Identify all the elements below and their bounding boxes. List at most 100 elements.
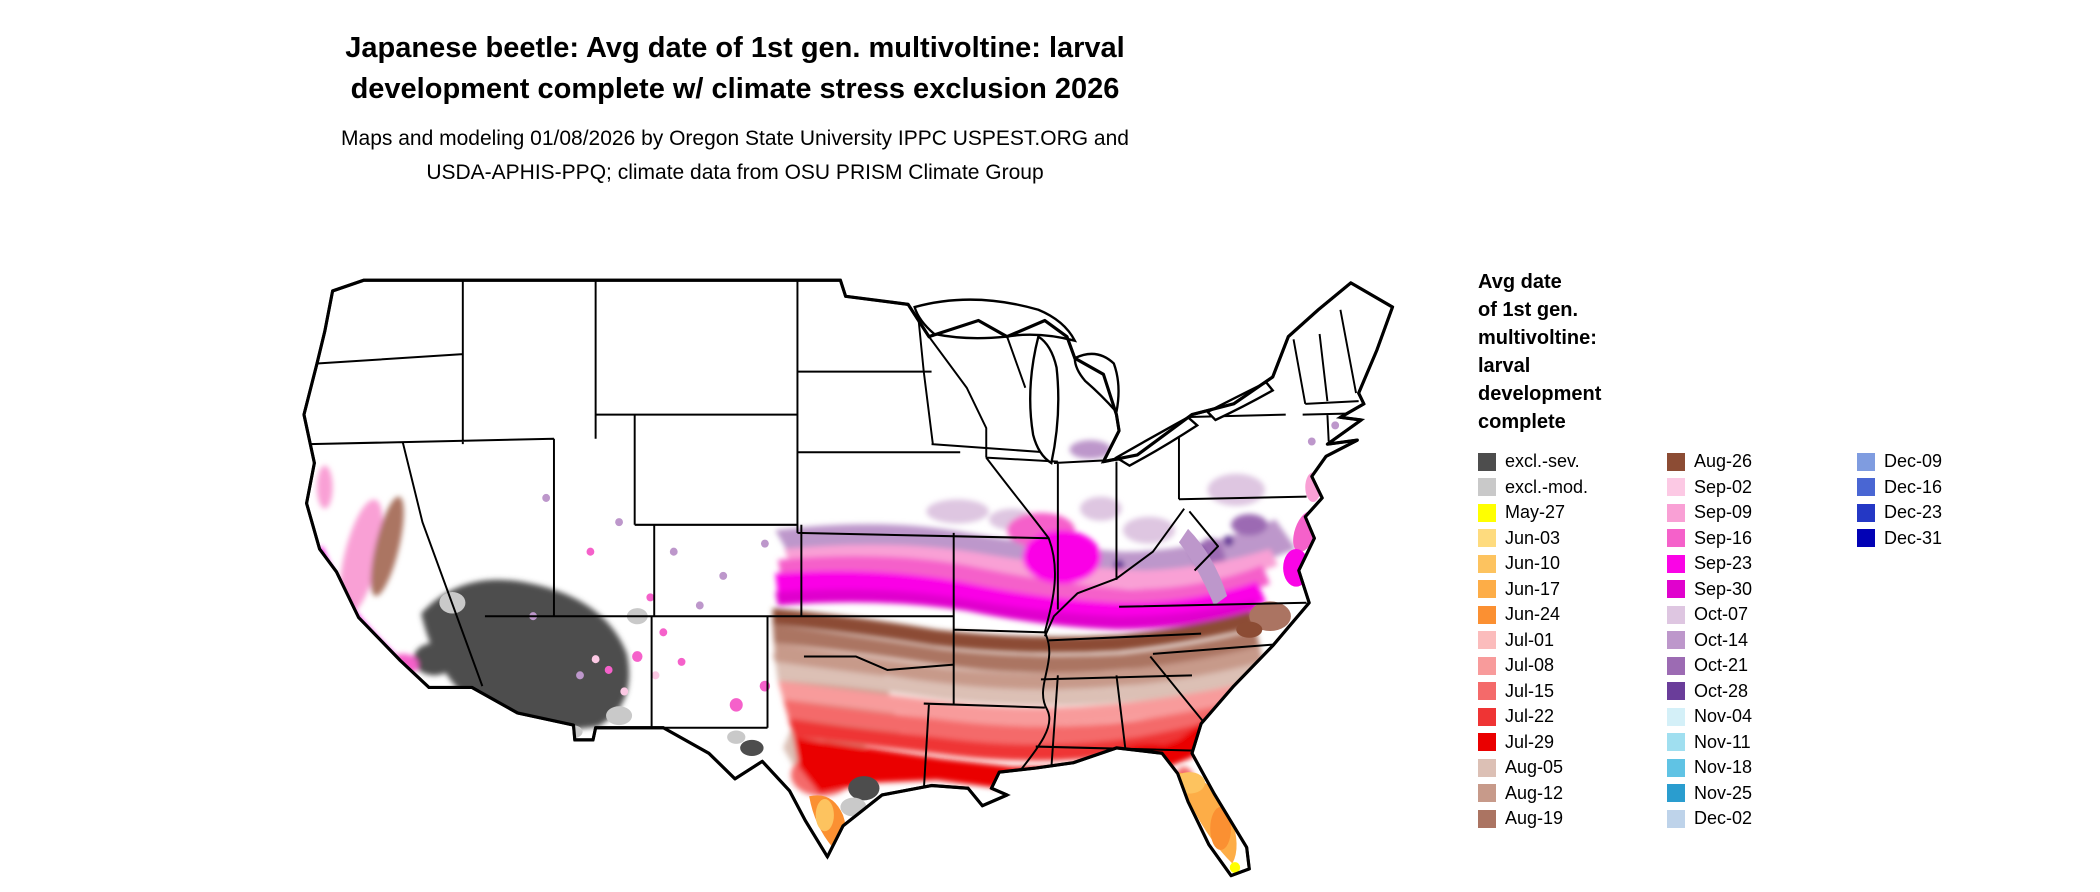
- legend-swatch: [1857, 503, 1875, 522]
- legend-entry: Jun-24: [1478, 602, 1667, 628]
- legend-entry: Jul-29: [1478, 730, 1667, 756]
- legend-entry: Aug-26: [1667, 449, 1857, 475]
- legend-swatch: [1667, 529, 1685, 548]
- legend-title-line: complete: [1478, 411, 1566, 433]
- legend-label: excl.-sev.: [1505, 451, 1580, 472]
- legend-swatch: [1667, 605, 1685, 624]
- legend-entry: Nov-25: [1667, 781, 1857, 807]
- legend-label: Nov-18: [1694, 757, 1753, 778]
- legend-label: Nov-25: [1694, 782, 1753, 803]
- map-legend: Avg date of 1st gen. multivoltine: larval de…: [1478, 268, 2088, 832]
- region-jul15-band: [783, 694, 1276, 746]
- legend-label: Jun-17: [1505, 578, 1561, 599]
- legend-label: Dec-09: [1884, 451, 1943, 472]
- legend-swatch: [1667, 682, 1685, 701]
- speckle-sep02: [651, 671, 660, 680]
- legend-entry: excl.-sev.: [1478, 449, 1667, 475]
- legend-entry: Aug-12: [1478, 781, 1667, 807]
- us-map: [302, 278, 1395, 878]
- legend-entry: Nov-04: [1667, 704, 1857, 730]
- region-oct21-patch: [1231, 514, 1268, 536]
- speckle-oct14: [719, 571, 728, 580]
- speckle-sep02: [620, 687, 629, 696]
- legend-label: Oct-28: [1694, 680, 1749, 701]
- legend-label: Aug-12: [1505, 782, 1564, 803]
- legend-swatch: [1667, 503, 1685, 522]
- legend-label: May-27: [1505, 502, 1566, 523]
- legend-entry: Jul-08: [1478, 653, 1667, 679]
- legend-swatch: [1667, 809, 1685, 828]
- map-subtitle-line1: Maps and modeling 01/08/2026 by Oregon S…: [341, 127, 1129, 150]
- legend-entry: Oct-21: [1667, 653, 1857, 679]
- legend-swatch: [1478, 503, 1496, 522]
- region-aug19-band: [772, 624, 1260, 673]
- lake-michigan: [1029, 334, 1060, 465]
- legend-label: excl.-mod.: [1505, 476, 1589, 497]
- legend-label: Nov-11: [1694, 731, 1751, 752]
- legend-swatch: [1478, 452, 1496, 471]
- legend-entry: Jul-15: [1478, 679, 1667, 705]
- legend-entry: Sep-23: [1667, 551, 1857, 577]
- region-sep09-norcal-coast: [316, 465, 333, 509]
- legend-swatch: [1478, 682, 1496, 701]
- region-aug19-carolina-coast: [1249, 601, 1291, 631]
- legend-swatch: [1667, 452, 1685, 471]
- legend-swatch: [1667, 554, 1685, 573]
- region-jul08-band: [777, 678, 1271, 727]
- legend-title-line: Avg date: [1478, 271, 1562, 293]
- map-title-line2: development complete w/ climate stress e…: [350, 73, 1120, 105]
- region-exclmod-patch: [840, 797, 867, 817]
- region-exclmod-patch: [727, 730, 746, 744]
- legend-label: Sep-16: [1694, 527, 1753, 548]
- legend-entry: Nov-11: [1667, 730, 1857, 756]
- legend-label: Sep-23: [1694, 553, 1753, 574]
- region-oct07-patch: [1080, 496, 1122, 521]
- legend-entry: Jul-01: [1478, 628, 1667, 654]
- legend-entry: Nov-18: [1667, 755, 1857, 781]
- speckle-oct14: [695, 601, 704, 610]
- speckle-sep16: [604, 665, 613, 674]
- legend-label: Oct-07: [1694, 604, 1749, 625]
- legend-entry: Dec-23: [1857, 500, 2047, 526]
- legend-swatch: [1667, 478, 1685, 497]
- us-outline: [302, 278, 1395, 878]
- legend-swatch: [1478, 707, 1496, 726]
- speckle-oct14: [760, 539, 769, 548]
- map-subtitle-line2: USDA-APHIS-PPQ; climate data from OSU PR…: [426, 161, 1044, 184]
- legend-title-line: multivoltine:: [1478, 327, 1597, 349]
- legend-entry: Aug-19: [1478, 806, 1667, 832]
- state-borders-central: [803, 456, 1056, 792]
- legend-label: Jul-08: [1505, 655, 1555, 676]
- speckle-sep16: [646, 593, 655, 602]
- region-aug19-sierra-foothills: [370, 496, 404, 596]
- speckle-oct14: [542, 493, 551, 502]
- region-oct28-patch: [1223, 535, 1234, 547]
- speckle-sep16: [729, 698, 743, 712]
- legend-label: Jul-22: [1505, 706, 1555, 727]
- legend-entry: Sep-09: [1667, 500, 1857, 526]
- region-exclsev-south-texas: [848, 776, 880, 801]
- legend-entry: Dec-09: [1857, 449, 2047, 475]
- legend-label: Jun-10: [1505, 553, 1561, 574]
- legend-title-line: development: [1478, 383, 1602, 405]
- region-aug26-carolina: [1236, 621, 1263, 638]
- region-sep23-band: [775, 570, 1267, 622]
- region-sep16-band: [777, 555, 1271, 609]
- legend-label: Jul-01: [1505, 629, 1555, 650]
- speckle-sep16: [759, 680, 771, 692]
- legend-entry: Sep-16: [1667, 526, 1857, 552]
- legend-entry: excl.-mod.: [1478, 475, 1667, 501]
- legend-label: Oct-21: [1694, 655, 1749, 676]
- legend-entry: Dec-02: [1667, 806, 1857, 832]
- legend-entry: Oct-07: [1667, 602, 1857, 628]
- legend-swatch: [1478, 605, 1496, 624]
- legend-swatch: [1667, 784, 1685, 803]
- speckle-oct14: [576, 671, 584, 680]
- legend-label: Jun-24: [1505, 604, 1561, 625]
- legend-column-3: Dec-09 Dec-16 Dec-23 Dec-31: [1857, 449, 2047, 832]
- legend-title: Avg date of 1st gen. multivoltine: larval de…: [1478, 268, 2088, 436]
- legend-entry: May-27: [1478, 500, 1667, 526]
- legend-entry: Sep-30: [1667, 577, 1857, 603]
- legend-entry: Jun-10: [1478, 551, 1667, 577]
